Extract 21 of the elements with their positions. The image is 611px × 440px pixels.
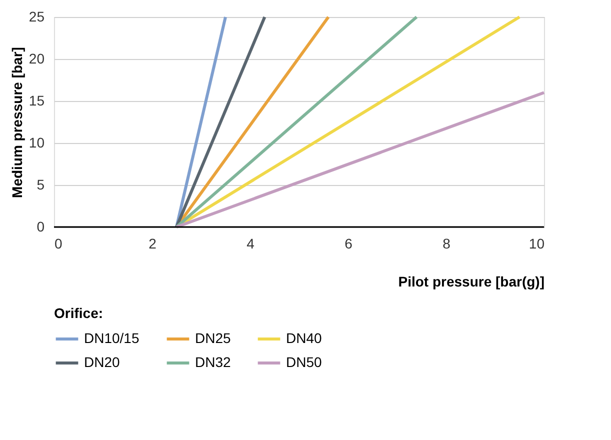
legend-label: DN10/15 xyxy=(84,330,140,346)
legend-title: Orifice: xyxy=(54,305,104,321)
x-tick-label: 10 xyxy=(528,236,545,252)
x-tick-label: 8 xyxy=(442,236,451,252)
legend-label: DN40 xyxy=(286,330,322,346)
y-tick-label: 10 xyxy=(28,134,45,150)
x-axis-title: Pilot pressure [bar(g)] xyxy=(398,274,544,290)
y-axis-title: Medium pressure [bar] xyxy=(8,47,25,198)
legend-label: DN50 xyxy=(286,354,322,370)
x-tick-label: 2 xyxy=(148,236,157,252)
x-tick-label: 0 xyxy=(54,236,62,252)
y-tick-label: 0 xyxy=(36,218,45,234)
y-tick-label: 5 xyxy=(36,176,45,192)
legend-label: DN32 xyxy=(195,354,232,370)
y-tick-label: 15 xyxy=(28,92,45,108)
y-tick-label: 25 xyxy=(28,8,45,24)
y-tick-label: 20 xyxy=(28,50,45,66)
x-tick-label: 4 xyxy=(246,236,255,252)
legend-label: DN20 xyxy=(84,354,120,370)
legend-label: DN25 xyxy=(195,330,232,346)
x-tick-label: 6 xyxy=(344,236,353,252)
